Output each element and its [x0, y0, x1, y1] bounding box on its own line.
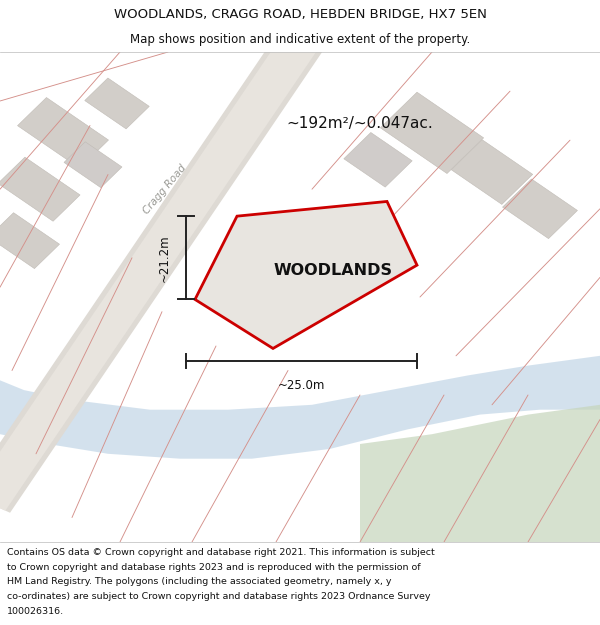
Bar: [503, 179, 577, 239]
Bar: [344, 132, 412, 187]
Text: Cragg Road: Cragg Road: [142, 162, 188, 216]
Bar: [380, 92, 484, 174]
Bar: [451, 140, 533, 204]
Text: Contains OS data © Crown copyright and database right 2021. This information is : Contains OS data © Crown copyright and d…: [7, 548, 435, 557]
Text: HM Land Registry. The polygons (including the associated geometry, namely x, y: HM Land Registry. The polygons (includin…: [7, 578, 392, 586]
Text: ~21.2m: ~21.2m: [158, 234, 171, 282]
Text: Map shows position and indicative extent of the property.: Map shows position and indicative extent…: [130, 32, 470, 46]
Bar: [64, 142, 122, 188]
Polygon shape: [0, 34, 317, 511]
Bar: [0, 157, 80, 221]
Text: WOODLANDS: WOODLANDS: [274, 262, 392, 278]
Bar: [0, 213, 59, 269]
Text: to Crown copyright and database rights 2023 and is reproduced with the permissio: to Crown copyright and database rights 2…: [7, 562, 421, 572]
Polygon shape: [0, 356, 600, 459]
Text: co-ordinates) are subject to Crown copyright and database rights 2023 Ordnance S: co-ordinates) are subject to Crown copyr…: [7, 592, 431, 601]
Text: WOODLANDS, CRAGG ROAD, HEBDEN BRIDGE, HX7 5EN: WOODLANDS, CRAGG ROAD, HEBDEN BRIDGE, HX…: [113, 8, 487, 21]
Polygon shape: [0, 32, 322, 512]
Bar: [85, 78, 149, 129]
Bar: [17, 98, 109, 168]
Text: 100026316.: 100026316.: [7, 607, 64, 616]
Polygon shape: [195, 201, 417, 349]
Text: ~192m²/~0.047ac.: ~192m²/~0.047ac.: [287, 116, 433, 131]
Polygon shape: [360, 405, 600, 542]
Text: ~25.0m: ~25.0m: [278, 379, 325, 392]
